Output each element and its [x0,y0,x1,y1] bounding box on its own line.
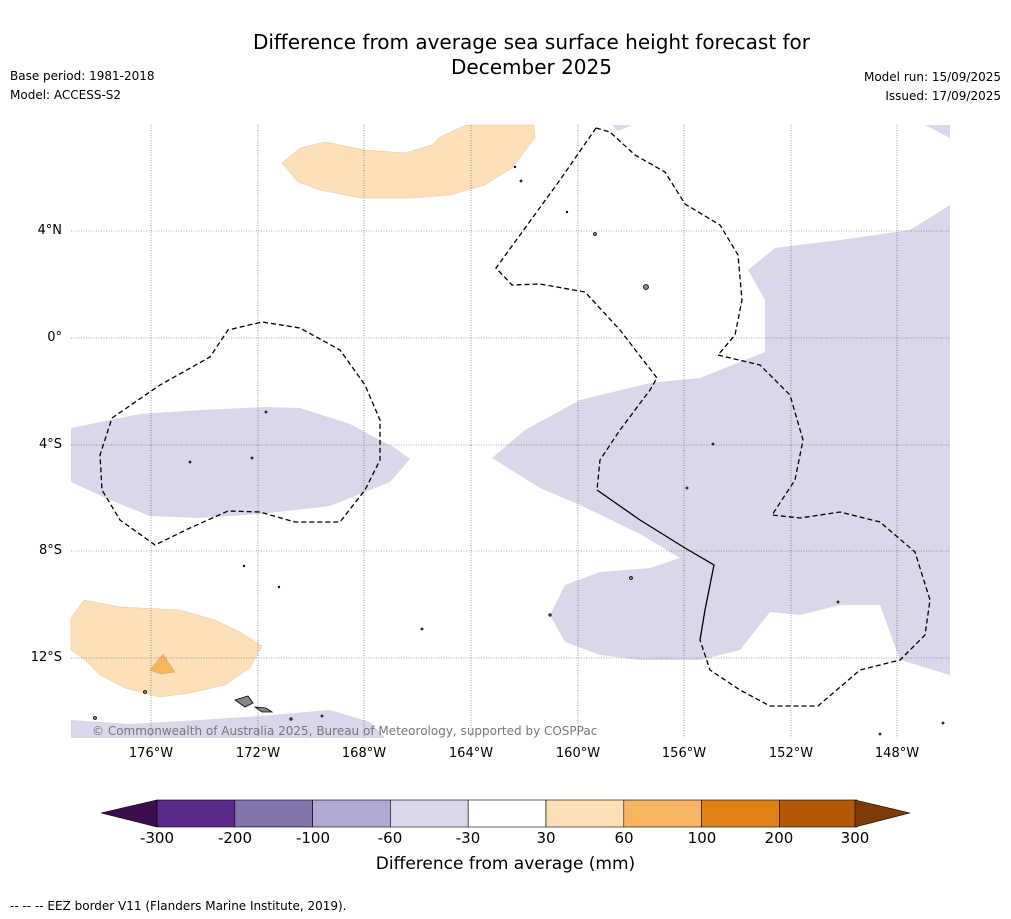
colorbar-tick-label: 200 [764,829,794,847]
colorbar-tick-label: -60 [377,829,403,847]
colorbar-bin-9 [779,799,858,828]
anomaly-region-north-positive [281,124,536,199]
island-3 [629,576,633,580]
island-20 [242,564,246,568]
anomaly-region-west-negative [71,407,410,518]
lon-label-172w: 172°W [235,746,281,761]
colorbar-tick-label: -30 [455,829,481,847]
colorbar-tick-label: 60 [614,829,634,847]
colorbar-bin-6 [545,799,625,828]
lat-label-4s: 4°S [38,437,62,452]
eez-border-north-west [495,127,658,491]
island-19 [565,210,569,214]
anomaly-region-east-negative [492,205,950,675]
colorbar-tick-label: -300 [139,829,175,847]
colorbar-tick-label: 300 [840,829,870,847]
colorbar-bin-2 [234,799,313,828]
lat-label-12s: 12°S [30,650,62,665]
colorbar-extend-high [854,799,911,828]
island-4 [143,690,147,694]
eez-border-east [699,354,931,707]
colorbar-tick-label: -200 [217,829,253,847]
island-5 [93,716,97,720]
island-21 [277,585,281,589]
island-11 [711,442,715,446]
island-large-b [253,706,274,713]
colorbar-tick-label: -100 [295,829,331,847]
map-title-line1: Difference from average sea surface heig… [252,30,811,54]
colorbar-bin-7 [623,799,702,828]
island-12 [685,486,689,490]
meta-right: Model run: 15/09/2025 Issued: 17/09/2025 [864,68,1001,106]
boundary-solid [596,489,715,641]
lon-label-156w: 156°W [661,746,707,761]
island-9 [250,456,254,460]
gridlines [71,125,950,738]
island-17 [878,732,882,736]
eez-border-west [99,321,381,546]
colorbar-title: Difference from average (mm) [375,854,636,874]
anomaly-region-southwest-positive [70,599,263,698]
island-22 [320,714,324,718]
anomaly-region-southwest-core [149,653,176,675]
colorbar-tick-label: 100 [687,829,717,847]
lon-label-176w: 176°W [128,746,174,761]
colorbar-bin-5 [467,799,547,828]
island-2 [593,232,597,236]
lon-label-152w: 152°W [768,746,814,761]
footnote: -- -- -- EEZ border V11 (Flanders Marine… [10,899,347,913]
anomaly-region-east-top [612,125,950,138]
model-run: Model run: 15/09/2025 [863,70,1001,84]
map-title-line2: December 2025 [451,55,612,79]
base-period: Base period: 1981-2018 [10,69,155,83]
meta-left: Base period: 1981-2018 Model: ACCESS-S2 [10,67,155,105]
colorbar [100,799,911,828]
lon-label-160w: 160°W [555,746,601,761]
island-8 [264,410,268,414]
colorbar-bin-8 [701,799,780,828]
colorbar-bin-4 [390,799,469,828]
lon-label-148w: 148°W [874,746,920,761]
eez-borders [99,127,931,707]
island-6 [289,717,293,721]
anomaly-region-south-negative [71,710,385,738]
lat-label-8s: 8°S [38,543,62,558]
colorbar-tick-label: 30 [536,829,556,847]
islands [93,165,945,736]
eez-border-north [595,127,743,356]
island-10 [188,460,192,464]
lon-label-168w: 168°W [341,746,387,761]
map-title: Difference from average sea surface heig… [0,30,1011,80]
lat-label-0: 0° [47,330,62,345]
map-area [70,124,950,738]
model-name: Model: ACCESS-S2 [10,88,122,102]
issued-date: Issued: 17/09/2025 [885,89,1001,103]
island-large-a [234,695,254,708]
island-13 [519,179,523,183]
island-14 [513,165,517,169]
colorbar-extend-low [100,799,158,828]
island-15 [420,627,424,631]
lat-label-4n: 4°N [37,223,63,238]
copyright-notice: © Commonwealth of Australia 2025, Bureau… [92,724,598,738]
island-1 [643,284,649,290]
lon-label-164w: 164°W [448,746,494,761]
island-18 [941,721,945,725]
island-16 [836,600,840,604]
island-7 [548,613,552,617]
colorbar-bin-3 [312,799,391,828]
colorbar-bin-1 [156,799,236,828]
